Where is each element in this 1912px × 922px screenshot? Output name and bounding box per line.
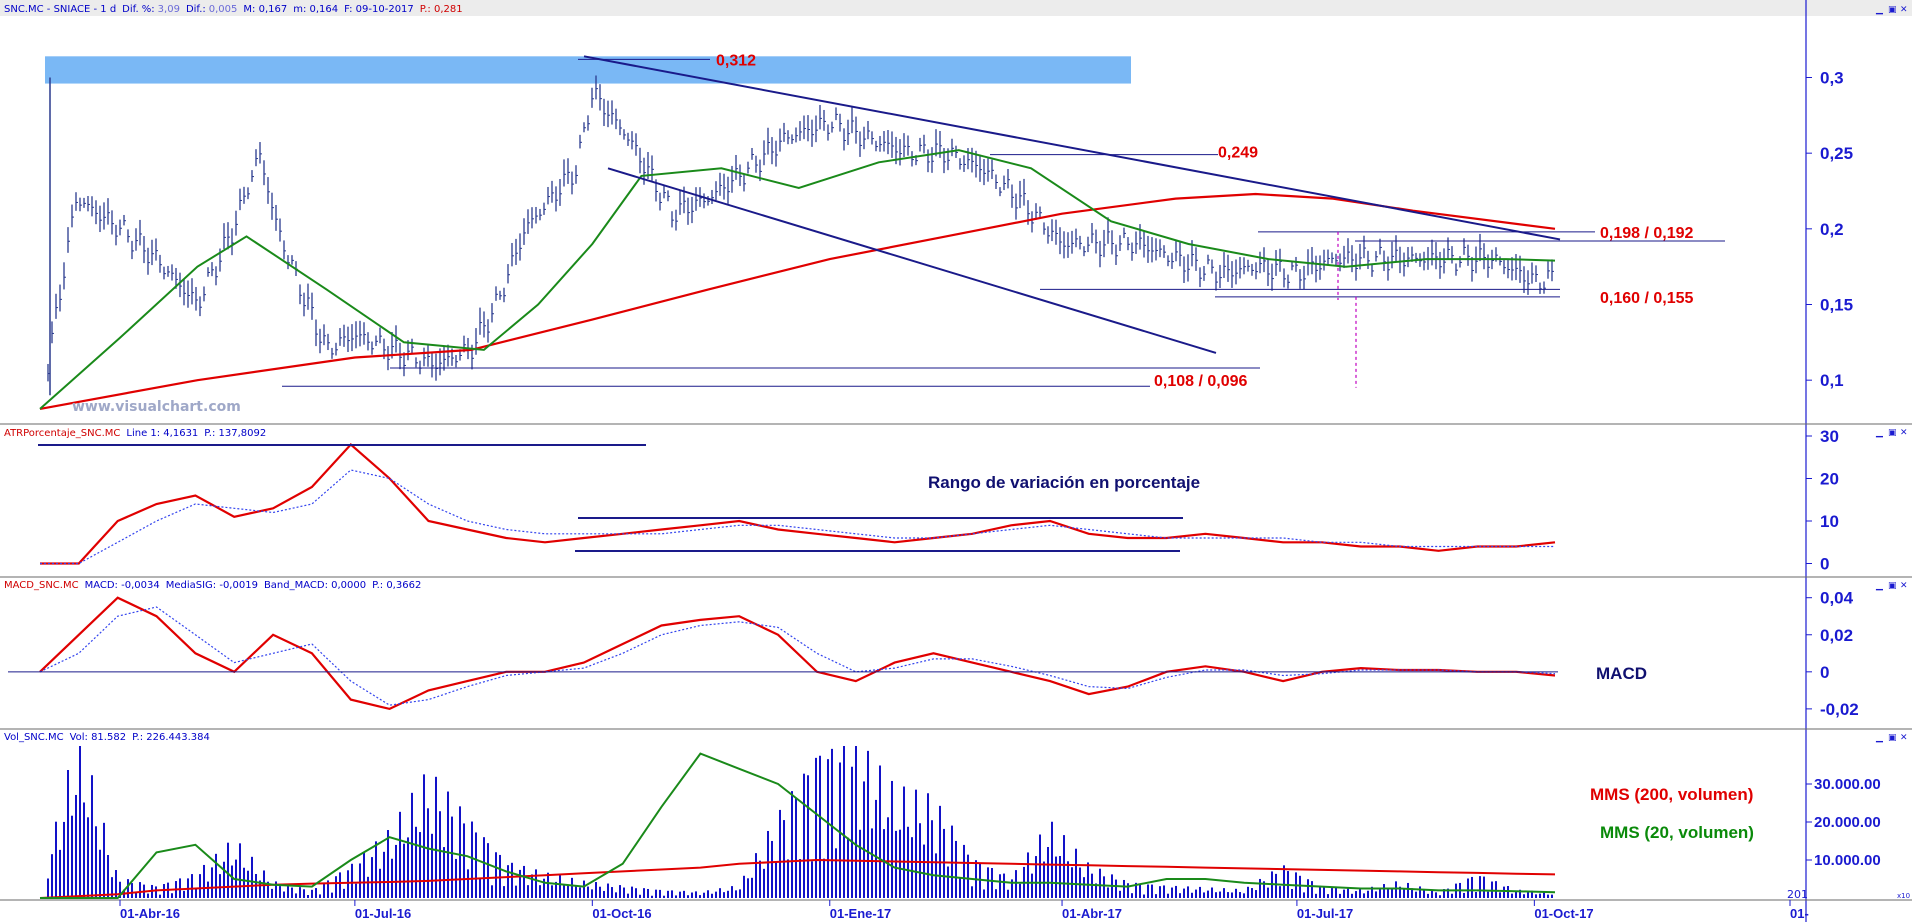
main-line — [40, 442, 1556, 565]
atr-header: ATRPorcentaje_SNC.MC Line 1: 4,1631 P.: 13… — [4, 428, 266, 439]
close-icon[interactable]: ✕ — [1900, 428, 1908, 438]
ma200-volume-line — [39, 858, 1556, 899]
x-tick-label: 01-Jul-17 — [1297, 906, 1353, 921]
atr-panel-label: Rango de variación en porcentaje — [928, 473, 1200, 492]
level-label-0249: 0,249 — [1218, 145, 1258, 162]
macd-panel-label: MACD — [1596, 664, 1647, 683]
close-icon[interactable]: ✕ — [1900, 5, 1908, 15]
macd-ytick: 0 — [1820, 663, 1829, 682]
price-ytick: 0,2 — [1820, 220, 1844, 239]
price-ytick: 0,25 — [1820, 144, 1853, 163]
mms20-label: MMS (20, volumen) — [1600, 823, 1754, 842]
price-header-bar — [0, 0, 1912, 16]
minimize-icon[interactable]: ▁ — [1875, 428, 1884, 438]
atr-ytick: 30 — [1820, 427, 1839, 446]
macd-window-controls[interactable]: ▁ ▣ ✕ — [1875, 581, 1908, 591]
x-tick-label: 01-Ene-17 — [830, 906, 891, 921]
close-icon[interactable]: ✕ — [1900, 733, 1908, 743]
mini-tag: x10 — [1897, 892, 1910, 900]
level-label-0198: 0,198 / 0,192 — [1600, 225, 1694, 242]
atr-ytick: 10 — [1820, 512, 1839, 531]
mms200-label: MMS (200, volumen) — [1590, 785, 1753, 804]
resistance-zone — [45, 56, 1131, 84]
restore-icon[interactable]: ▣ — [1888, 581, 1897, 591]
level-label-0108: 0,108 / 0,096 — [1154, 373, 1248, 390]
macd-ytick: -0,02 — [1820, 700, 1859, 719]
volume-bars — [47, 746, 1553, 898]
restore-icon[interactable]: ▣ — [1888, 5, 1897, 15]
volume-ytick: 20.000.00 — [1814, 814, 1881, 831]
level-label-0312: 0,312 — [716, 52, 756, 69]
price-ytick: 0,3 — [1820, 69, 1844, 88]
macd-ytick: 0,02 — [1820, 626, 1853, 645]
price-window-controls[interactable]: ▁ ▣ ✕ — [1875, 5, 1908, 15]
ma-green-line — [39, 149, 1556, 410]
minimize-icon[interactable]: ▁ — [1875, 733, 1884, 743]
corner-tag: 201 — [1787, 888, 1808, 901]
ma-red-line — [39, 192, 1556, 410]
volume-panel — [39, 746, 1556, 899]
price-ytick: 0,1 — [1820, 371, 1844, 390]
minimize-icon[interactable]: ▁ — [1875, 581, 1884, 591]
price-ytick: 0,15 — [1820, 296, 1853, 315]
main-line — [39, 596, 1556, 711]
x-tick-label: 01- — [1790, 906, 1809, 921]
close-icon[interactable]: ✕ — [1900, 581, 1908, 591]
restore-icon[interactable]: ▣ — [1888, 733, 1897, 743]
macd-panel — [8, 596, 1558, 711]
axes: 0,1 0,15 0,2 0,25 0,3 0 10 20 30 0,04 0,02 0 -0,02 10… — [119, 69, 1881, 921]
macd-header: MACD_SNC.MC MACD: -0,0034 MediaSIG: -0,001… — [4, 580, 421, 591]
minimize-icon[interactable]: ▁ — [1875, 5, 1884, 15]
x-tick-label: 01-Abr-16 — [120, 906, 180, 921]
volume-window-controls[interactable]: ▁ ▣ ✕ — [1875, 733, 1908, 743]
level-label-0160: 0,160 / 0,155 — [1600, 290, 1694, 307]
volume-ytick: 30.000.00 — [1814, 776, 1881, 793]
volume-ytick: 10.000.00 — [1814, 852, 1881, 869]
atr-ytick: 20 — [1820, 470, 1839, 489]
ma20-volume-line — [40, 752, 1556, 899]
volume-header: Vol_SNC.MC Vol: 81.582 P.: 226.443.384 — [4, 732, 210, 743]
signal-line — [39, 606, 1556, 706]
downtrend-line — [583, 55, 1561, 241]
atr-ytick: 0 — [1820, 555, 1829, 574]
channel-line — [607, 167, 1217, 354]
price-header: SNC.MC - SNIACE - 1 d Dif. %: 3,09 Dif.: 0,0… — [4, 4, 463, 15]
x-tick-label: 01-Jul-16 — [355, 906, 411, 921]
x-tick-label: 01-Oct-16 — [592, 906, 651, 921]
x-tick-label: 01-Oct-17 — [1534, 906, 1593, 921]
atr-window-controls[interactable]: ▁ ▣ ✕ — [1875, 428, 1908, 438]
price-panel: 0,312 0,249 0,198 / 0,192 0,160 / 0,155 0,10… — [39, 52, 1725, 410]
x-tick-label: 01-Abr-17 — [1062, 906, 1122, 921]
macd-ytick: 0,04 — [1820, 589, 1854, 608]
restore-icon[interactable]: ▣ — [1888, 428, 1897, 438]
watermark: www.visualchart.com — [72, 399, 241, 415]
atr-panel — [38, 442, 1556, 565]
